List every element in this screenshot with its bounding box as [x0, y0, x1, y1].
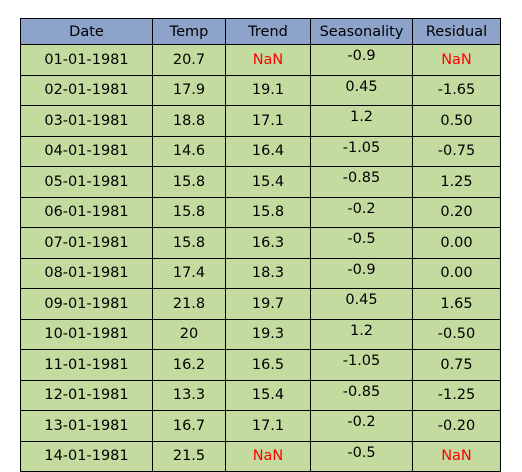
table-cell: 08-01-1981 — [20, 257, 153, 289]
table-cell: 1.65 — [412, 288, 501, 320]
table-cell: 14-01-1981 — [20, 440, 153, 472]
table-cell: 13.3 — [152, 379, 226, 411]
table-cell: NaN — [225, 440, 311, 472]
table-cell: -0.85 — [310, 166, 413, 198]
table-cell: 1.2 — [310, 105, 413, 137]
table-cell: 0.45 — [310, 288, 413, 320]
table-cell: -1.25 — [412, 379, 501, 411]
table-cell: 11-01-1981 — [20, 349, 153, 381]
table-row: 07-01-1981 15.8 16.3 -0.5 0.00 — [20, 227, 501, 259]
table-cell: 13-01-1981 — [20, 410, 153, 442]
table-cell: 06-01-1981 — [20, 196, 153, 228]
data-table: Date Temp Trend Seasonality Residual 01-01-1… — [20, 18, 501, 472]
table-cell: -1.05 — [310, 349, 413, 381]
column-header: Residual — [412, 18, 501, 45]
table-cell: 10-01-1981 — [20, 318, 153, 350]
table-cell: 03-01-1981 — [20, 105, 153, 137]
table-cell: 07-01-1981 — [20, 227, 153, 259]
table-cell: 15.8 — [152, 166, 226, 198]
table-cell: 15.4 — [225, 166, 311, 198]
table-cell: -0.20 — [412, 410, 501, 442]
table-row: 02-01-1981 17.9 19.1 0.45 -1.65 — [20, 74, 501, 106]
table-row: 11-01-1981 16.2 16.5 -1.05 0.75 — [20, 349, 501, 381]
table-cell: 16.7 — [152, 410, 226, 442]
table-cell: -1.65 — [412, 74, 501, 106]
table-cell: -0.9 — [310, 257, 413, 289]
table-wrapper: Date Temp Trend Seasonality Residual 01-01-1… — [20, 18, 501, 472]
table-row: 08-01-1981 17.4 18.3 -0.9 0.00 — [20, 257, 501, 289]
table-cell: 19.3 — [225, 318, 311, 350]
table-cell: 17.9 — [152, 74, 226, 106]
table-cell: 0.45 — [310, 74, 413, 106]
table-cell: 1.25 — [412, 166, 501, 198]
table-cell: 12-01-1981 — [20, 379, 153, 411]
table-row: 04-01-1981 14.6 16.4 -1.05 -0.75 — [20, 135, 501, 167]
table-cell: 15.8 — [152, 196, 226, 228]
table-cell: -0.85 — [310, 379, 413, 411]
table-cell: 16.3 — [225, 227, 311, 259]
table-cell: NaN — [412, 44, 501, 76]
column-header: Date — [20, 18, 153, 45]
table-cell: 01-01-1981 — [20, 44, 153, 76]
table-cell: -0.75 — [412, 135, 501, 167]
table-cell: 0.20 — [412, 196, 501, 228]
table-cell: 04-01-1981 — [20, 135, 153, 167]
table-cell: 15.8 — [152, 227, 226, 259]
page: {"table": { "columns": ["Date", "Temp", … — [20, 18, 501, 472]
table-cell: 21.5 — [152, 440, 226, 472]
table-cell: NaN — [225, 44, 311, 76]
table-cell: 17.4 — [152, 257, 226, 289]
table-cell: -0.5 — [310, 227, 413, 259]
column-header: Seasonality — [310, 18, 413, 45]
table-row: 12-01-1981 13.3 15.4 -0.85 -1.25 — [20, 379, 501, 411]
table-cell: 0.50 — [412, 105, 501, 137]
table-cell: 20 — [152, 318, 226, 350]
column-header: Temp — [152, 18, 226, 45]
header-row: Date Temp Trend Seasonality Residual — [20, 18, 501, 45]
table-row: 03-01-1981 18.8 17.1 1.2 0.50 — [20, 105, 501, 137]
table-cell: 16.5 — [225, 349, 311, 381]
table-row: 10-01-1981 20 19.3 1.2 -0.50 — [20, 318, 501, 350]
table-cell: 14.6 — [152, 135, 226, 167]
table-cell: 0.75 — [412, 349, 501, 381]
table-cell: 05-01-1981 — [20, 166, 153, 198]
table-cell: 16.2 — [152, 349, 226, 381]
table-cell: 09-01-1981 — [20, 288, 153, 320]
table-cell: -1.05 — [310, 135, 413, 167]
table-cell: 02-01-1981 — [20, 74, 153, 106]
table-row: 01-01-1981 20.7 NaN -0.9 NaN — [20, 44, 501, 76]
table-cell: -0.50 — [412, 318, 501, 350]
table-row: 14-01-1981 21.5 NaN -0.5 NaN — [20, 440, 501, 472]
table-cell: 17.1 — [225, 410, 311, 442]
table-cell: -0.9 — [310, 44, 413, 76]
table-cell: 16.4 — [225, 135, 311, 167]
table-cell: -0.2 — [310, 410, 413, 442]
table-cell: 21.8 — [152, 288, 226, 320]
table-cell: 15.4 — [225, 379, 311, 411]
table-row: 06-01-1981 15.8 15.8 -0.2 0.20 — [20, 196, 501, 228]
table-cell: NaN — [412, 440, 501, 472]
table-cell: 19.7 — [225, 288, 311, 320]
table-cell: -0.5 — [310, 440, 413, 472]
table-cell: 20.7 — [152, 44, 226, 76]
column-header: Trend — [225, 18, 311, 45]
table-row: 05-01-1981 15.8 15.4 -0.85 1.25 — [20, 166, 501, 198]
table-cell: 1.2 — [310, 318, 413, 350]
table-cell: 17.1 — [225, 105, 311, 137]
table-cell: 0.00 — [412, 227, 501, 259]
table-cell: 0.00 — [412, 257, 501, 289]
table-row: 09-01-1981 21.8 19.7 0.45 1.65 — [20, 288, 501, 320]
table-cell: 18.8 — [152, 105, 226, 137]
table-row: 13-01-1981 16.7 17.1 -0.2 -0.20 — [20, 410, 501, 442]
table-cell: 19.1 — [225, 74, 311, 106]
table-cell: 15.8 — [225, 196, 311, 228]
table-cell: 18.3 — [225, 257, 311, 289]
table-cell: -0.2 — [310, 196, 413, 228]
